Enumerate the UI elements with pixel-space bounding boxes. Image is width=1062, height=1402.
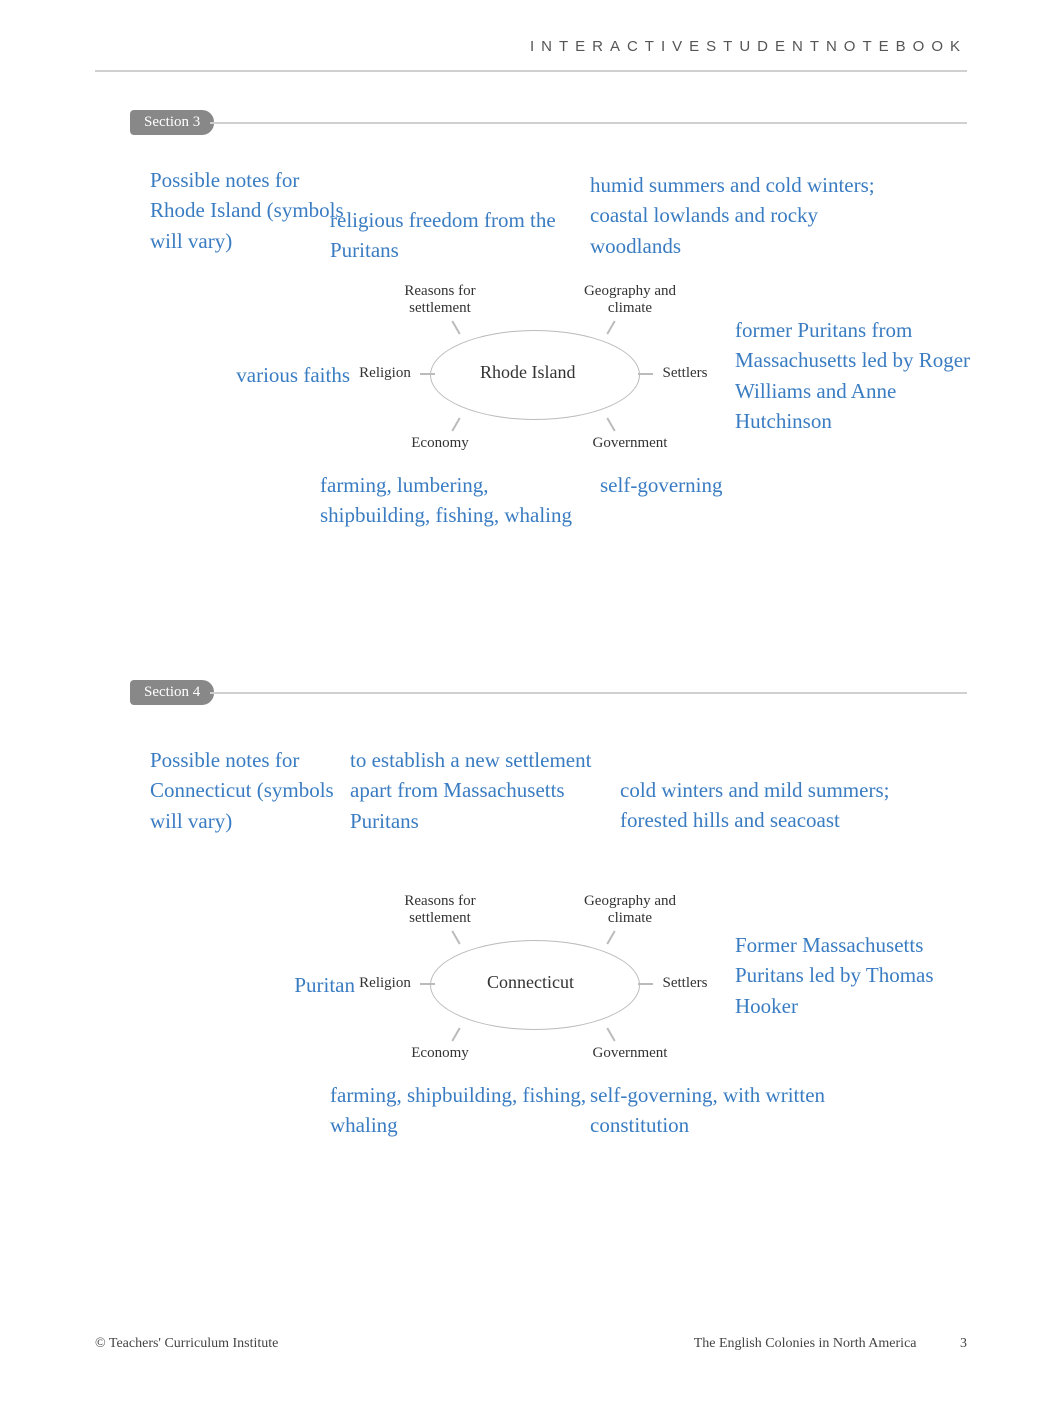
section-4-head: Section 4: [130, 680, 967, 705]
note-settlers-3: former Puritans from Massachusetts led b…: [735, 315, 985, 437]
spoke: [420, 983, 435, 985]
spoke: [638, 373, 653, 375]
section-3-intro: Possible notes for Rhode Island (symbols…: [150, 165, 350, 256]
label-government-4: Government: [580, 1045, 680, 1062]
spoke: [451, 418, 460, 432]
section-4-intro: Possible notes for Connecticut (symbols …: [150, 745, 350, 836]
note-geography-3: humid summers and cold winters; coastal …: [590, 170, 890, 261]
note-economy-4: farming, shipbuilding, fishing, whaling: [330, 1080, 590, 1141]
page-header: INTERACTIVESTUDENTNOTEBOOK: [530, 38, 967, 55]
section-3: Section 3 Possible notes for Rhode Islan…: [0, 110, 1062, 575]
spoke: [420, 373, 435, 375]
spoke: [606, 321, 615, 335]
label-religion-4: Religion: [345, 975, 425, 992]
note-economy-3: farming, lumbering, shipbuilding, fishin…: [320, 470, 580, 531]
label-geography-3: Geography and climate: [570, 283, 690, 317]
label-geography-4: Geography and climate: [570, 893, 690, 927]
note-government-4: self-governing, with written constitutio…: [590, 1080, 850, 1141]
note-religion-3: various faiths: [190, 360, 350, 390]
page-footer: © Teachers' Curriculum Institute The Eng…: [95, 1336, 967, 1352]
label-settlers-4: Settlers: [650, 975, 720, 992]
note-geography-4: cold winters and mild summers; forested …: [620, 775, 900, 836]
section-4-tab: Section 4: [130, 680, 214, 705]
section-3-rule: [210, 122, 967, 124]
spoke: [606, 1028, 615, 1042]
label-economy-4: Economy: [400, 1045, 480, 1062]
section-3-diagram: Possible notes for Rhode Island (symbols…: [0, 155, 1062, 575]
label-economy-3: Economy: [400, 435, 480, 452]
label-reasons-4: Reasons for settlement: [390, 893, 490, 927]
note-settlers-4: Former Massachusetts Puritans led by Tho…: [735, 930, 935, 1021]
label-settlers-3: Settlers: [650, 365, 720, 382]
footer-left: © Teachers' Curriculum Institute: [95, 1336, 278, 1352]
section-3-head: Section 3: [130, 110, 967, 135]
label-reasons-3: Reasons for settlement: [390, 283, 490, 317]
note-religion-4: Puritan: [255, 970, 355, 1000]
spoke: [606, 418, 615, 432]
label-government-3: Government: [580, 435, 680, 452]
spoke: [451, 1028, 460, 1042]
center-label-4: Connecticut: [487, 972, 574, 993]
note-government-3: self-governing: [600, 470, 820, 500]
spoke: [606, 931, 615, 945]
label-religion-3: Religion: [345, 365, 425, 382]
section-3-tab: Section 3: [130, 110, 214, 135]
spoke: [451, 931, 460, 945]
section-4-diagram: Possible notes for Connecticut (symbols …: [0, 725, 1062, 1145]
footer-center: The English Colonies in North America: [694, 1336, 917, 1351]
center-label-3: Rhode Island: [480, 362, 575, 383]
spoke: [451, 321, 460, 335]
note-reasons-4: to establish a new settlement apart from…: [350, 745, 610, 836]
section-4-rule: [210, 692, 967, 694]
spoke: [638, 983, 653, 985]
section-4: Section 4 Possible notes for Connecticut…: [0, 680, 1062, 1145]
note-reasons-3: religious freedom from the Puritans: [330, 205, 560, 266]
header-rule: [95, 70, 967, 72]
footer-page: 3: [960, 1336, 967, 1351]
